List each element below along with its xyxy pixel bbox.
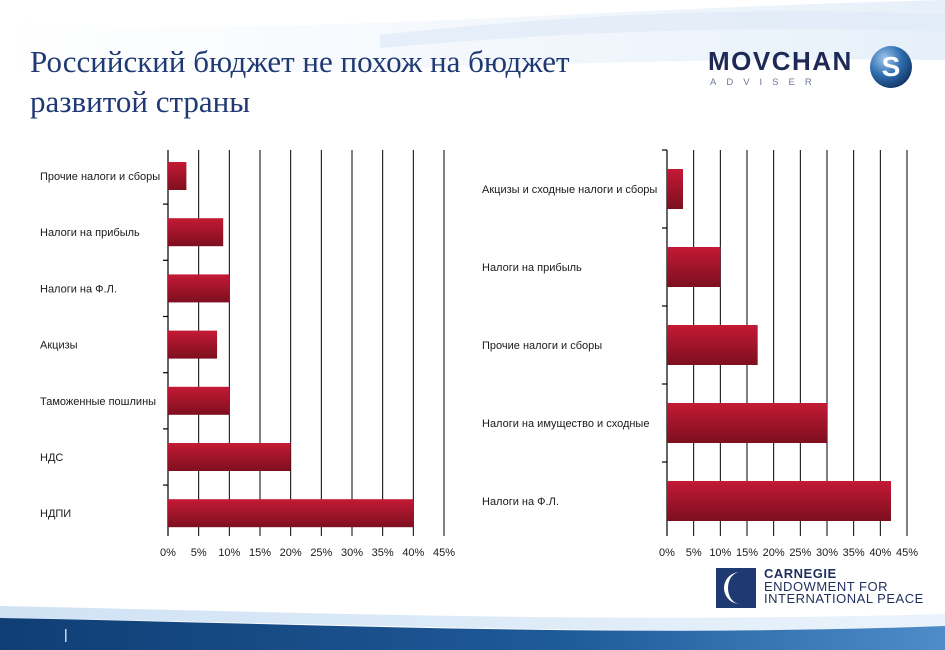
carnegie-line-2: ENDOWMENT FOR <box>764 578 888 594</box>
x-tick-label: 0% <box>160 547 176 559</box>
category-label: Налоги на прибыль <box>482 262 582 274</box>
bar <box>168 386 230 415</box>
category-label: Налоги на Ф.Л. <box>482 496 559 508</box>
x-tick-label: 15% <box>249 547 271 559</box>
bar <box>667 247 721 287</box>
category-label: Налоги на прибыль <box>40 227 140 239</box>
bar <box>168 499 414 528</box>
carnegie-line-3: INTERNATIONAL PEACE <box>764 591 924 606</box>
bar <box>168 330 218 359</box>
bar <box>667 481 891 521</box>
x-tick-label: 30% <box>341 547 363 559</box>
chart-developed-budget: 0% 5% 10% 15% 20% 25% 30% 35% 40% 45% Акцизы и схо… <box>470 140 940 570</box>
category-label: Прочие налоги и сборы <box>40 171 160 183</box>
x-tick-label: 35% <box>843 547 865 559</box>
chart-russian-budget-svg: 0% 5% 10% 15% 20% 25% 30% 35% 40% 45% Прочие налог… <box>40 150 455 559</box>
chart-developed-budget-svg: 0% 5% 10% 15% 20% 25% 30% 35% 40% 45% Акцизы и схо… <box>482 149 918 559</box>
bar <box>168 218 224 247</box>
bar <box>168 162 187 190</box>
x-tick-label: 0% <box>659 547 675 559</box>
x-tick-label: 35% <box>372 547 394 559</box>
logo-brand-text: MOVCHAN <box>708 46 853 76</box>
x-tick-label: 45% <box>433 547 455 559</box>
category-label: Налоги на Ф.Л. <box>40 283 117 295</box>
logo-tagline-text: ADVISER <box>710 77 822 88</box>
category-label: Прочие налоги и сборы <box>482 340 602 352</box>
x-tick-label: 25% <box>310 547 332 559</box>
bar <box>667 325 758 365</box>
x-tick-label: 40% <box>869 547 891 559</box>
header-swoosh <box>0 0 945 73</box>
x-tick-label: 45% <box>896 547 918 559</box>
x-tick-label: 5% <box>686 547 702 559</box>
x-tick-label: 5% <box>191 547 207 559</box>
category-label: НДС <box>40 452 63 464</box>
x-tick-label: 10% <box>709 547 731 559</box>
carnegie-line-1: CARNEGIE <box>764 566 837 581</box>
bar <box>667 169 683 209</box>
x-tick-label: 15% <box>736 547 758 559</box>
carnegie-text: CARNEGIE ENDOWMENT FOR INTERNATIONAL PEA… <box>764 566 924 606</box>
category-label: Акцизы и сходные налоги и сборы <box>482 184 657 196</box>
carnegie-logo: CARNEGIE ENDOWMENT FOR INTERNATIONAL PEA… <box>716 566 926 608</box>
x-tick-label: 30% <box>816 547 838 559</box>
category-label: Акцизы <box>40 340 78 352</box>
x-tick-label: 20% <box>280 547 302 559</box>
carnegie-emblem-icon <box>716 568 756 608</box>
category-label: НДПИ <box>40 508 71 520</box>
footer-swoosh <box>0 606 945 650</box>
category-label: Налоги на имущество и сходные <box>482 418 649 430</box>
x-tick-label: 10% <box>218 547 240 559</box>
category-label: Таможенные пошлины <box>40 396 156 408</box>
x-tick-label: 40% <box>402 547 424 559</box>
x-tick-label: 25% <box>789 547 811 559</box>
bar <box>168 274 230 303</box>
bar <box>667 403 827 443</box>
slide-marker: | <box>64 626 68 642</box>
movchan-logo: MOVCHAN ADVISER S <box>708 46 912 88</box>
x-tick-label: 20% <box>763 547 785 559</box>
bar <box>168 443 291 471</box>
slide-title: Российский бюджет не похож на бюджет раз… <box>30 44 570 119</box>
logo-mark-text: S <box>882 51 901 82</box>
chart-russian-budget: 0% 5% 10% 15% 20% 25% 30% 35% 40% 45% Прочие налог… <box>0 140 470 570</box>
logo-mark-icon <box>870 46 912 88</box>
